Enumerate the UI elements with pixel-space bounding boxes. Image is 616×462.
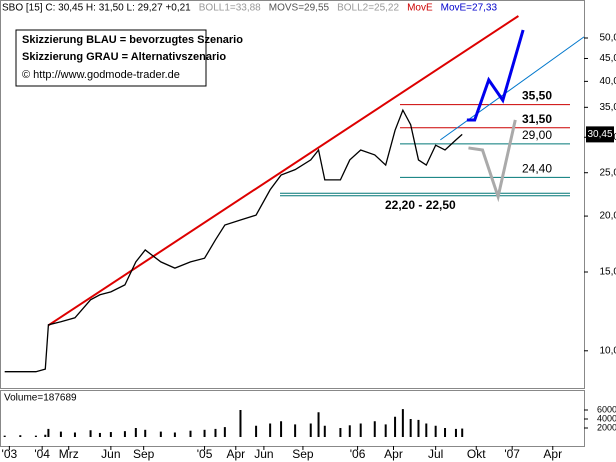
volume-bar <box>359 423 362 437</box>
volume-bar <box>134 428 137 437</box>
volume-bar <box>173 432 176 437</box>
x-tick-label: Apr <box>543 447 562 461</box>
volume-tick-label: 400000 <box>597 413 616 423</box>
y-tick-label: 50,00 <box>599 33 616 44</box>
x-tick-label: Apr <box>226 447 245 461</box>
volume-bar <box>159 431 162 437</box>
volume-bar <box>44 434 47 437</box>
last-price-box <box>586 126 614 143</box>
volume-bar <box>339 428 342 437</box>
volume-bar <box>384 424 387 437</box>
volume-bar <box>73 432 76 437</box>
y-tick-label: 20,00 <box>599 211 616 222</box>
volume-bar <box>144 429 147 437</box>
volume-bar <box>47 428 50 437</box>
price-line <box>4 108 463 373</box>
volume-bar <box>19 435 22 437</box>
x-tick-label: Mrz <box>59 447 79 461</box>
volume-bar <box>309 423 312 437</box>
level-label: 35,50 <box>522 89 552 103</box>
volume-bar <box>434 425 437 437</box>
x-tick-label: Jun <box>101 447 120 461</box>
x-tick-label: '03 <box>2 447 18 461</box>
volume-bar <box>280 421 283 437</box>
volume-bar <box>425 423 428 437</box>
header-item: MOVS=29,55 <box>269 3 330 14</box>
trendline <box>47 15 519 327</box>
header-item: SBO [15] C: 30,45 H: 31,50 L: 29,27 +0,2… <box>2 3 191 14</box>
legend-box <box>15 29 207 87</box>
volume-bar <box>203 429 206 437</box>
volume-tick-label: 600000 <box>597 404 616 414</box>
scenario <box>466 29 525 122</box>
volume-bar <box>89 430 92 437</box>
level-label: 31,50 <box>522 112 552 126</box>
y-tick-label: 15,00 <box>599 267 616 278</box>
trendline <box>440 36 585 141</box>
volume-bar <box>255 425 258 437</box>
x-tick-label: '04 <box>34 447 50 461</box>
volume-bar <box>373 421 376 437</box>
x-tick-label: Apr <box>384 447 403 461</box>
volume-bar <box>323 425 326 437</box>
level-label: 24,40 <box>522 162 552 176</box>
volume-bar <box>223 427 226 437</box>
volume-bar <box>409 419 412 437</box>
volume-bar <box>98 432 101 437</box>
y-tick-label: 35,00 <box>599 102 616 113</box>
volume-bar <box>394 416 397 437</box>
volume-bar <box>454 428 457 437</box>
volume-bar <box>417 419 420 437</box>
legend-text: © http://www.godmode-trader.de <box>22 69 180 81</box>
x-tick-label: Jun <box>254 447 273 461</box>
volume-bar <box>109 432 112 437</box>
volume-panel <box>0 390 585 447</box>
legend-text: Skizzierung GRAU = Alternativszenario <box>22 51 226 63</box>
plot-layer <box>4 15 585 373</box>
x-tick-label: '06 <box>350 447 366 461</box>
volume-bar <box>461 428 464 437</box>
volume-bar <box>34 435 37 437</box>
volume-bar <box>444 428 447 437</box>
header-item: MovE <box>407 3 433 14</box>
volume-bar <box>294 424 297 437</box>
volume-bar <box>3 435 6 437</box>
x-tick-label: Sep <box>133 447 155 461</box>
volume-bar <box>401 409 404 437</box>
header-item: MovE=27,33 <box>441 3 498 14</box>
zone-label: 22,20 - 22,50 <box>385 198 456 212</box>
x-tick-label: '05 <box>197 447 213 461</box>
x-tick-label: Okt <box>467 447 486 461</box>
header-item: BOLL1=33,88 <box>199 3 261 14</box>
scenario <box>468 119 517 203</box>
legend-text: Skizzierung BLAU = bevorzugtes Szenario <box>22 34 243 46</box>
volume-bar <box>269 423 272 437</box>
volume-bar <box>214 428 217 437</box>
x-tick-label: '07 <box>504 447 520 461</box>
y-tick-label: 40,00 <box>599 76 616 87</box>
header-item: BOLL2=25,22 <box>337 3 399 14</box>
volume-label: Volume=187689 <box>4 393 77 404</box>
volume-bar <box>317 412 320 437</box>
last-price-label: 30,45 <box>587 129 612 140</box>
x-tick-label: Jul <box>428 447 443 461</box>
y-tick-label: 10,00 <box>599 345 616 356</box>
y-tick-label: 45,00 <box>599 53 616 64</box>
volume-bar <box>123 431 126 437</box>
level-label: 29,00 <box>522 128 552 142</box>
x-tick-label: Sep <box>292 447 314 461</box>
volume-bar <box>239 410 242 437</box>
volume-bar <box>189 430 192 437</box>
y-tick-label: 25,00 <box>599 167 616 178</box>
volume-bar <box>348 425 351 437</box>
volume-bar <box>59 431 62 437</box>
volume-tick-label: 200000 <box>597 422 616 432</box>
